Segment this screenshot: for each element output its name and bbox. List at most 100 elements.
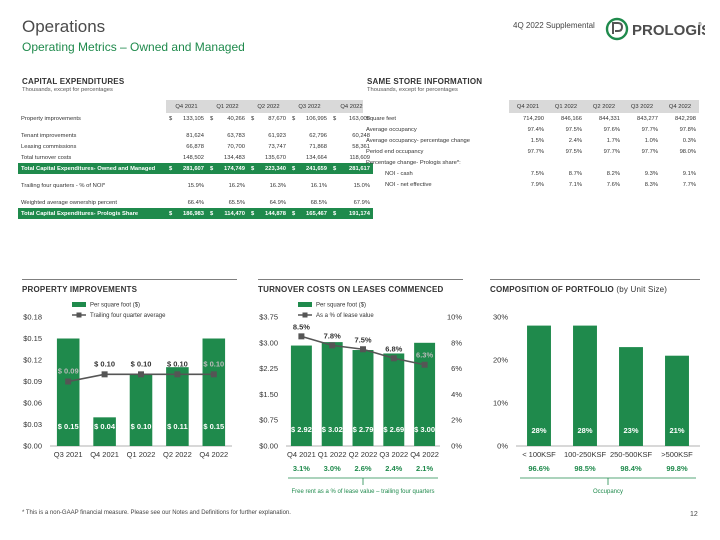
capex-dollar-sign (289, 130, 298, 141)
capex-dollar-sign: $ (289, 163, 298, 174)
capex-row: Total Capital Expenditures- Owned and Ma… (18, 163, 373, 174)
turnover-y2tick-label: 4% (451, 390, 462, 399)
turnover-legend-line-label: As a % of lease value (316, 313, 374, 319)
capex-table: Q4 2021 Q1 2022 Q2 2022 Q3 2022 Q4 2022 Prope… (18, 100, 373, 219)
capex-cell: 16.3% (269, 182, 286, 189)
samestore-table: Q4 2021 Q1 2022 Q2 2022 Q3 2022 Q4 2022 Squar… (363, 100, 699, 190)
capex-row: Total Capital Expenditures- Prologis Sha… (18, 208, 373, 219)
capex-title: CAPITAL EXPENDITURES (22, 77, 125, 86)
samestore-row: Average occupancy 97.4% 97.5% 97.6% 97.7% 97.… (363, 124, 699, 135)
turnover-bar (352, 350, 374, 446)
turnover-legend-bar-swatch (298, 302, 312, 307)
samestore-row: NOI - cash 7.5% 8.7% 8.2% 9.3% 9.1% (363, 168, 699, 179)
property-chart-rule (22, 279, 237, 280)
property-ytick-label: $0.15 (23, 334, 42, 343)
composition-portfolio-chart: 0% 10% 20% 30% 28% < 100KSF 96.6% 28% 100-250KSF… (493, 313, 700, 495)
turnover-line-point (298, 333, 305, 340)
capex-cell: 15.9% (187, 182, 204, 189)
capex-dollar-sign (248, 197, 257, 208)
samestore-cell: 9.3% (644, 170, 658, 177)
turnover-y2tick-label: 8% (451, 338, 462, 347)
samestore-cell: 8.7% (568, 170, 582, 177)
composition-bar (665, 355, 689, 446)
turnover-xtick-label: Q2 2022 (349, 450, 378, 459)
capex-cell: 63,783 (227, 132, 245, 139)
property-line-point (138, 371, 144, 378)
property-line-label: $ 0.10 (203, 359, 224, 368)
capex-dollar-sign: $ (166, 208, 175, 219)
composition-xtick-label: >500KSF (661, 450, 693, 459)
capex-dollar-sign: $ (248, 208, 257, 219)
capex-header-blank (18, 100, 166, 113)
turnover-ytick-label: $3.00 (259, 338, 278, 347)
samestore-cell: 97.5% (565, 126, 582, 133)
turnover-free-rent-value: 3.1% (293, 464, 310, 473)
property-bar (166, 367, 189, 446)
property-line-point (174, 371, 181, 378)
property-xtick-label: Q4 2021 (90, 450, 119, 459)
property-ytick-label: $0.09 (23, 377, 42, 386)
logo-text: PROLOGIS (632, 22, 705, 39)
capex-cell: 118,609 (349, 154, 370, 161)
turnover-free-rent-value: 2.6% (354, 464, 371, 473)
capex-dollar-sign (207, 180, 216, 191)
property-ytick-label: $0.18 (23, 313, 42, 322)
page-title: Operations (22, 17, 106, 36)
capex-dollar-sign (248, 180, 257, 191)
capex-dollar-sign (207, 141, 216, 152)
turnover-costs-chart: $0.00 $0.75 $1.50 $2.25 $3.00 $3.75 0% 2% 4% 6% 8%… (259, 302, 462, 495)
samestore-header-cell: Q4 2022 (661, 100, 699, 113)
property-xtick-label: Q1 2022 (127, 450, 156, 459)
samestore-cell: 714,290 (523, 115, 544, 122)
samestore-cell (661, 157, 699, 168)
samestore-cell (547, 157, 585, 168)
capex-cell: 16.2% (228, 182, 245, 189)
capex-cell: 66,878 (186, 143, 204, 150)
capex-dollar-sign (207, 197, 216, 208)
turnover-bar-label: $ 3.02 (322, 425, 343, 434)
property-line-point (101, 371, 108, 378)
composition-chart-title: COMPOSITION OF PORTFOLIO (by Unit Size) (490, 285, 667, 294)
turnover-y2tick-label: 2% (451, 416, 462, 425)
property-ytick-label: $0.03 (23, 420, 42, 429)
turnover-caption: Free rent as a % of lease value – traili… (291, 489, 434, 495)
property-chart-title: PROPERTY IMPROVEMENTS (22, 285, 138, 294)
turnover-legend-line-marker (302, 312, 308, 318)
turnover-xtick-label: Q4 2021 (287, 450, 316, 459)
composition-occupancy-value: 96.6% (528, 464, 550, 473)
turnover-free-rent-value: 2.4% (385, 464, 402, 473)
turnover-bar (414, 342, 436, 446)
composition-ytick-label: 20% (493, 356, 508, 365)
property-legend-line-marker (76, 312, 82, 318)
samestore-cell: 844,331 (599, 115, 620, 122)
turnover-chart-title: TURNOVER COSTS ON LEASES COMMENCED (258, 285, 444, 294)
samestore-header-cell: Q3 2022 (623, 100, 661, 113)
turnover-xtick-label: Q4 2022 (410, 450, 439, 459)
composition-bar (619, 347, 643, 446)
samestore-row: Period end occupancy 97.7% 97.5% 97.7% 97.7%… (363, 146, 699, 157)
capex-cell: 81,624 (186, 132, 204, 139)
capex-header-cell: Q4 2022 (330, 100, 373, 113)
samestore-cell: 1.7% (606, 137, 620, 144)
property-bar-label: $ 0.10 (131, 422, 152, 431)
capex-cell: 133,105 (183, 115, 204, 122)
turnover-bar-label: $ 2.69 (383, 425, 404, 434)
turnover-y2tick-label: 6% (451, 364, 462, 373)
capex-dollar-sign (166, 130, 175, 141)
property-bar-label: $ 0.15 (203, 422, 224, 431)
capex-cell: 281,617 (339, 163, 373, 174)
capex-cell: 186,983 (175, 208, 207, 219)
capex-dollar-sign (289, 152, 298, 163)
samestore-cell: 7.1% (568, 181, 582, 188)
composition-bar-label: 21% (669, 426, 684, 435)
composition-bar-label: 28% (531, 426, 546, 435)
logo-registered: ® (698, 21, 702, 28)
prologis-logo: PROLOGIS ® (605, 12, 711, 46)
property-line-label: $ 0.09 (58, 367, 79, 376)
property-legend-bar-swatch (72, 302, 86, 307)
logo-mark-icon: PROLOGIS ® (605, 17, 711, 41)
samestore-cell: 97.4% (527, 126, 544, 133)
samestore-cell: 97.7% (641, 126, 658, 133)
capex-dollar-sign: $ (169, 115, 173, 122)
samestore-cell: 97.7% (641, 148, 658, 155)
